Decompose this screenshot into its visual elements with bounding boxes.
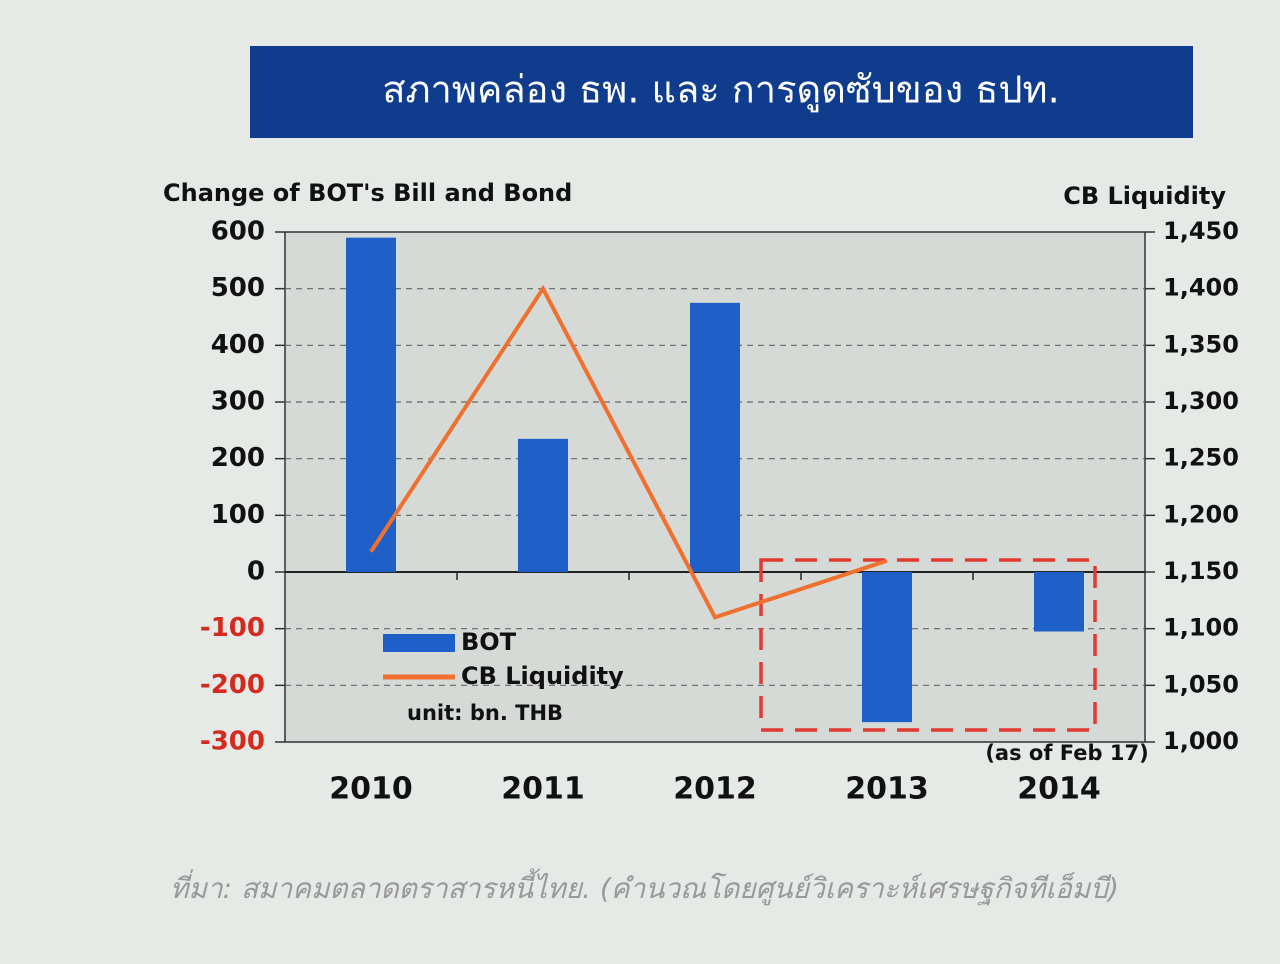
bar <box>346 237 396 572</box>
y-tick-label: 600 <box>211 217 265 247</box>
y-tick-label: 100 <box>211 500 265 530</box>
y-tick-label: -300 <box>200 727 265 757</box>
y2-tick-label: 1,350 <box>1163 330 1239 358</box>
y-tick-label: 400 <box>211 330 265 360</box>
y2-tick-label: 1,400 <box>1163 274 1239 302</box>
y-tick-label: -200 <box>200 670 265 700</box>
y2-tick-label: 1,150 <box>1163 557 1239 585</box>
y2-tick-label: 1,050 <box>1163 670 1239 698</box>
legend-swatch <box>383 634 455 652</box>
y-tick-label: 500 <box>211 273 265 303</box>
x-tick-label: 2014 <box>1017 772 1101 807</box>
x-tick-label: 2012 <box>673 772 757 807</box>
legend-label: CB Liquidity <box>461 662 624 690</box>
y-tick-label: 200 <box>211 443 265 473</box>
source-note: ที่มา: สมาคมตลาดตราสารหนี้ไทย. (คำนวณโดย… <box>170 868 1119 906</box>
annotation: (as of Feb 17) <box>985 741 1148 765</box>
y-tick-label: 300 <box>211 387 265 417</box>
chart-title: สภาพคล่อง ธพ. และ การดูดซับของ ธปท. <box>382 68 1059 113</box>
y2-tick-label: 1,000 <box>1163 727 1239 755</box>
bar <box>518 438 568 572</box>
y2-tick-label: 1,450 <box>1163 217 1239 245</box>
legend-label: BOT <box>461 628 517 656</box>
bar <box>862 572 912 723</box>
line <box>369 284 888 620</box>
highlight-box <box>759 558 1097 732</box>
y2-tick-label: 1,300 <box>1163 387 1239 415</box>
bar <box>1034 572 1084 632</box>
y-axis-title: Change of BOT's Bill and Bond <box>163 179 572 207</box>
y2-tick-label: 1,200 <box>1163 500 1239 528</box>
title-banner <box>250 46 1193 138</box>
y2-axis-title: CB Liquidity <box>1063 182 1226 210</box>
y-tick-label: -100 <box>200 613 265 643</box>
y2-tick-label: 1,100 <box>1163 614 1239 642</box>
y-tick-label: 0 <box>247 557 265 587</box>
bar <box>690 302 740 572</box>
y2-tick-label: 1,250 <box>1163 444 1239 472</box>
x-tick-label: 2013 <box>845 772 929 807</box>
unit-note: unit: bn. THB <box>407 701 563 725</box>
x-tick-label: 2011 <box>501 772 585 807</box>
x-tick-label: 2010 <box>329 772 413 807</box>
